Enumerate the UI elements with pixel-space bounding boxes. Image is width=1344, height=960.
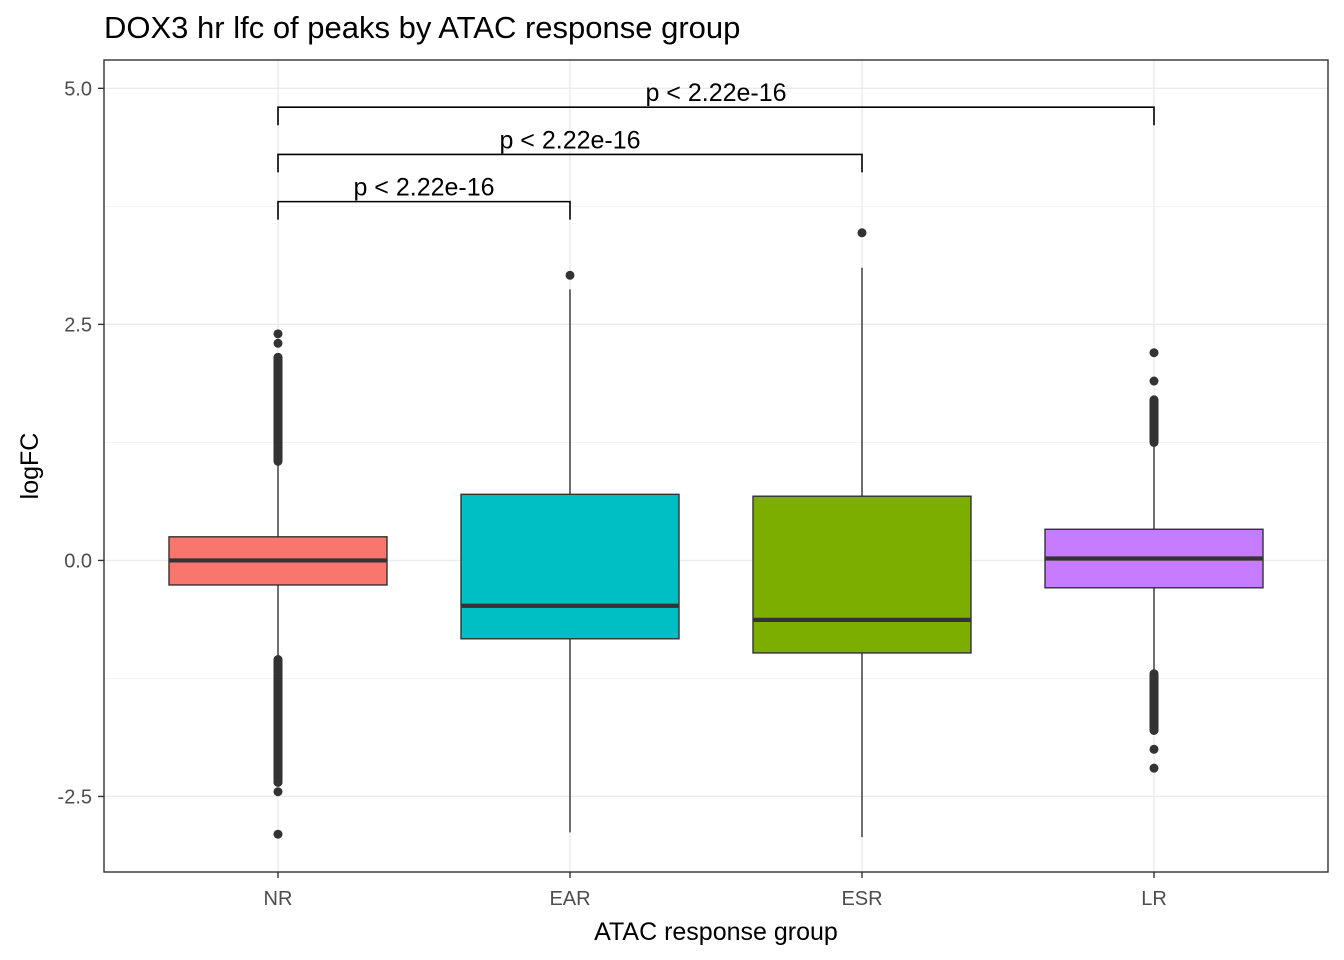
outlier-point [273, 659, 283, 669]
outlier-point [273, 329, 283, 339]
y-tick-label: -2.5 [58, 786, 92, 808]
box-body [460, 493, 680, 640]
comparison-bracket: p < 2.22e-16 [277, 126, 863, 173]
comparison-bracket: p < 2.22e-16 [277, 79, 1155, 126]
outlier-point [1149, 395, 1159, 405]
outlier-point [273, 777, 283, 787]
x-tick-label: ESR [841, 888, 882, 910]
outlier-point [273, 395, 283, 405]
p-value-label: p < 2.22e-16 [353, 174, 494, 202]
outlier-point [273, 376, 283, 386]
outlier-point [273, 735, 283, 745]
p-value-label: p < 2.22e-16 [645, 79, 786, 107]
box-group-ear [460, 270, 680, 833]
outlier-point [565, 270, 575, 280]
outlier-point [273, 352, 283, 362]
grid-layer [104, 60, 1328, 872]
y-tick-label: 2.5 [64, 314, 92, 336]
chart-title: DOX3 hr lfc of peaks by ATAC response gr… [104, 10, 741, 45]
outlier-point [273, 716, 283, 726]
y-tick-label: 0.0 [64, 550, 92, 572]
outlier-point [273, 433, 283, 443]
outlier-point [1149, 744, 1159, 754]
outlier-point [1149, 706, 1159, 716]
outlier-point [273, 697, 283, 707]
y-axis-title: logFC [16, 433, 44, 500]
outlier-point [273, 367, 283, 377]
box-body [752, 495, 972, 654]
outlier-point [1149, 433, 1159, 443]
outlier-point [1149, 688, 1159, 698]
outlier-point [273, 452, 283, 462]
bracket-line [277, 200, 571, 220]
outlier-point [1149, 673, 1159, 683]
x-tick-label: LR [1141, 888, 1167, 910]
outlier-point [273, 763, 283, 773]
box-group-lr [1044, 348, 1264, 773]
outlier-point [273, 749, 283, 759]
outlier-point [273, 338, 283, 348]
x-axis-title: ATAC response group [594, 918, 838, 946]
y-tick-label: 5.0 [64, 78, 92, 100]
p-value-label: p < 2.22e-16 [499, 126, 640, 154]
outlier-point [273, 678, 283, 688]
outlier-point [857, 228, 867, 238]
outlier-point [273, 414, 283, 424]
box-group-nr [168, 329, 388, 839]
outlier-point [1149, 725, 1159, 735]
comparison-layer: p < 2.22e-16p < 2.22e-16p < 2.22e-16 [277, 79, 1155, 220]
panel-border [103, 59, 1329, 873]
outlier-point [1149, 414, 1159, 424]
box-layer [168, 228, 1264, 839]
bracket-line [277, 153, 863, 173]
outlier-point [273, 829, 283, 839]
outlier-point [273, 787, 283, 797]
outlier-point [1149, 763, 1159, 773]
outlier-point [1149, 348, 1159, 358]
x-tick-label: EAR [549, 888, 590, 910]
box-group-esr [752, 228, 972, 838]
comparison-bracket: p < 2.22e-16 [277, 174, 571, 220]
axis-layer: -2.5 0.0 2.5 5.0 NR EAR ESR LR [58, 78, 1167, 910]
x-tick-label: NR [264, 888, 293, 910]
bracket-line [277, 106, 1155, 126]
outlier-point [1149, 376, 1159, 386]
